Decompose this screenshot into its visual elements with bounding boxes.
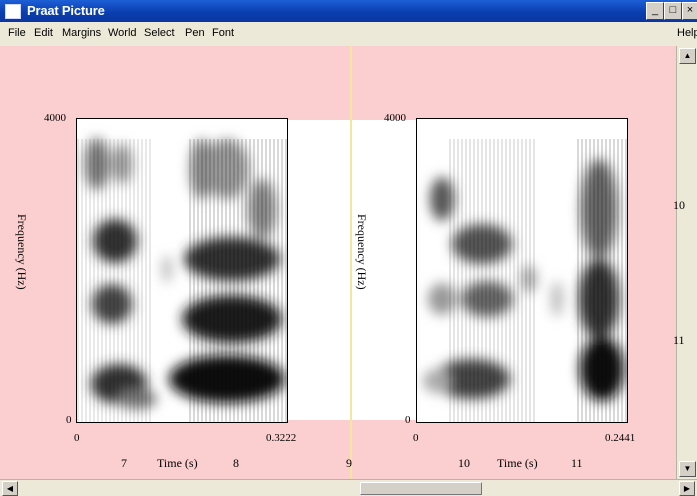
scroll-down-icon[interactable]: ▼ bbox=[679, 461, 696, 477]
menu-world[interactable]: World bbox=[108, 27, 137, 39]
scroll-thumb[interactable] bbox=[360, 482, 482, 495]
spec2-y-top: 4000 bbox=[384, 112, 406, 124]
window-title: Praat Picture bbox=[27, 3, 105, 18]
ruler-mark: 8 bbox=[233, 456, 239, 470]
scroll-up-icon[interactable]: ▲ bbox=[679, 48, 696, 64]
spectrogram-2 bbox=[416, 118, 628, 423]
spec1-y-bottom: 0 bbox=[66, 414, 72, 426]
app-icon bbox=[5, 4, 21, 19]
ruler-mark: 11 bbox=[673, 333, 685, 347]
spec2-x-right: 0.2441 bbox=[605, 432, 636, 444]
ruler-mark: 10 bbox=[673, 198, 685, 212]
spec1-y-top: 4000 bbox=[44, 112, 66, 124]
menu-file[interactable]: File bbox=[8, 27, 26, 39]
spec2-y-label: Frequency (Hz) bbox=[355, 214, 369, 290]
scroll-right-icon[interactable]: ▶ bbox=[679, 481, 695, 496]
spectrogram-1 bbox=[76, 118, 288, 423]
menu-help[interactable]: Help bbox=[677, 27, 697, 39]
menu-bar: File Edit Margins World Select Pen Font … bbox=[0, 22, 697, 46]
ruler-mark: 10 bbox=[458, 456, 470, 470]
close-button[interactable]: × bbox=[682, 2, 697, 20]
ruler-mark: 9 bbox=[346, 456, 352, 470]
menu-select[interactable]: Select bbox=[144, 27, 175, 39]
menu-margins[interactable]: Margins bbox=[62, 27, 102, 39]
spec2-x-label: Time (s) bbox=[497, 456, 538, 470]
spec2-x-left: 0 bbox=[413, 432, 419, 444]
spec2-y-bottom: 0 bbox=[405, 414, 411, 426]
menu-pen[interactable]: Pen bbox=[185, 27, 205, 39]
menu-font[interactable]: Font bbox=[212, 27, 235, 39]
title-bar: Praat Picture _ □ × bbox=[0, 0, 697, 22]
spec1-x-label: Time (s) bbox=[157, 456, 198, 470]
menu-edit[interactable]: Edit bbox=[34, 27, 53, 39]
ruler-mark: 7 bbox=[121, 456, 127, 470]
ruler-mark: 11 bbox=[571, 456, 583, 470]
horizontal-scrollbar[interactable]: ◀ ▶ bbox=[0, 479, 697, 496]
spec1-x-left: 0 bbox=[74, 432, 80, 444]
scroll-left-icon[interactable]: ◀ bbox=[2, 481, 18, 496]
spec1-y-label: Frequency (Hz) bbox=[15, 214, 29, 290]
selection-line bbox=[350, 46, 352, 479]
spec1-x-right: 0.3222 bbox=[266, 432, 297, 444]
maximize-button[interactable]: □ bbox=[664, 2, 682, 20]
minimize-button[interactable]: _ bbox=[646, 2, 664, 20]
vertical-scrollbar[interactable]: ▲ 10 11 ▼ bbox=[673, 46, 697, 479]
